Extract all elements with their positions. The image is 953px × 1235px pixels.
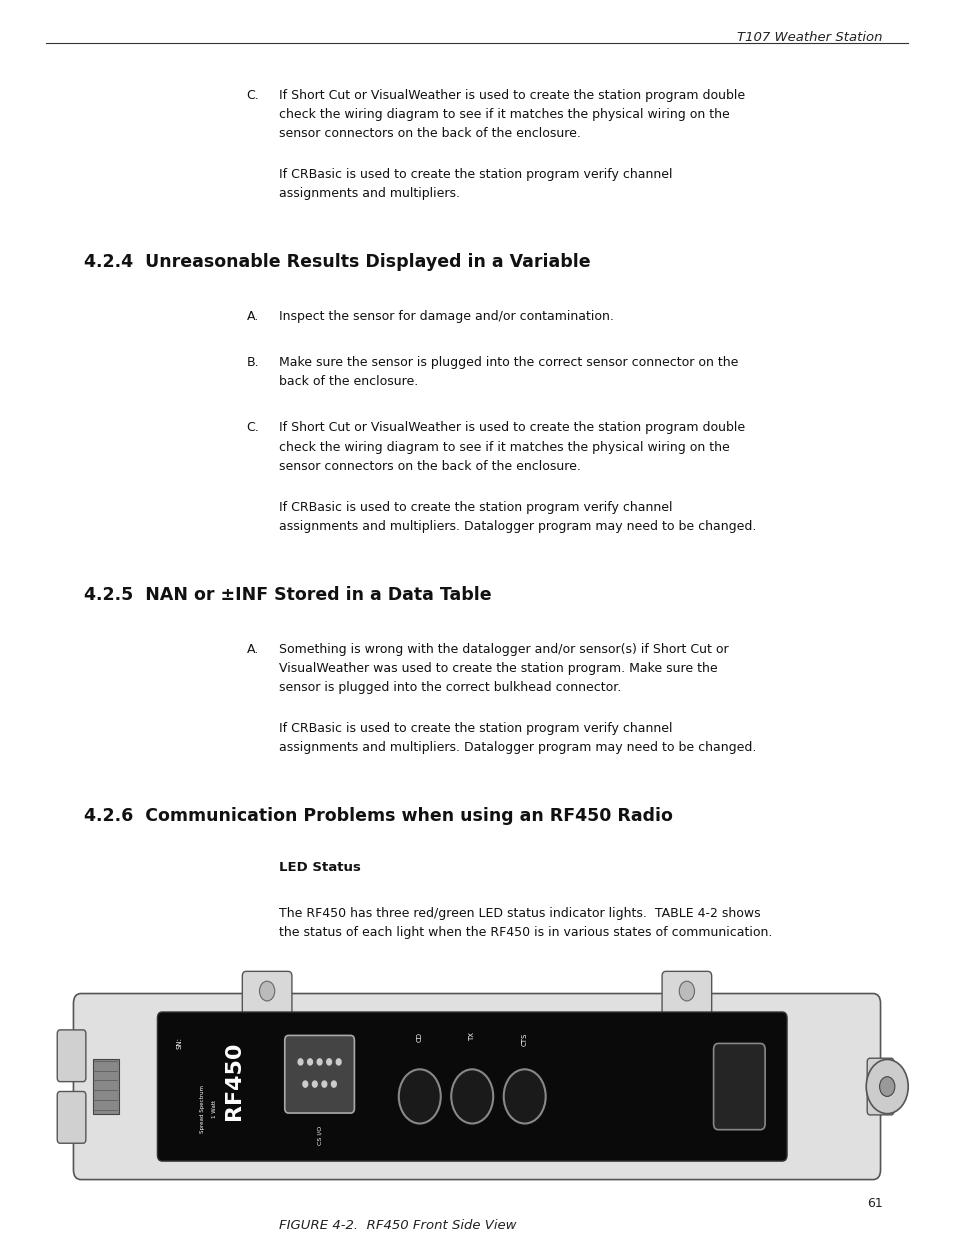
Bar (92, 1060, 119, 1114)
Text: check the wiring diagram to see if it matches the physical wiring on the: check the wiring diagram to see if it ma… (278, 441, 728, 453)
Text: assignments and multipliers. Datalogger program may need to be changed.: assignments and multipliers. Datalogger … (278, 520, 755, 534)
Text: sensor connectors on the back of the enclosure.: sensor connectors on the back of the enc… (278, 459, 579, 473)
FancyBboxPatch shape (73, 993, 880, 1179)
Text: RF450: RF450 (224, 1041, 243, 1120)
Circle shape (317, 1058, 322, 1065)
Circle shape (259, 982, 274, 1000)
Text: If CRBasic is used to create the station program verify channel: If CRBasic is used to create the station… (278, 501, 671, 514)
Text: 4.2.6  Communication Problems when using an RF450 Radio: 4.2.6 Communication Problems when using … (84, 808, 672, 825)
Text: If Short Cut or VisualWeather is used to create the station program double: If Short Cut or VisualWeather is used to… (278, 421, 744, 435)
Circle shape (503, 1070, 545, 1124)
Text: 1 Watt: 1 Watt (212, 1099, 217, 1118)
Text: LED Status: LED Status (278, 862, 360, 874)
Circle shape (865, 1060, 907, 1114)
Circle shape (313, 1081, 317, 1087)
Circle shape (332, 1081, 336, 1087)
Text: If Short Cut or VisualWeather is used to create the station program double: If Short Cut or VisualWeather is used to… (278, 89, 744, 101)
Text: C.: C. (247, 89, 259, 101)
Circle shape (336, 1058, 341, 1065)
Circle shape (303, 1081, 308, 1087)
Text: check the wiring diagram to see if it matches the physical wiring on the: check the wiring diagram to see if it ma… (278, 107, 728, 121)
Circle shape (322, 1081, 326, 1087)
Text: If CRBasic is used to create the station program verify channel: If CRBasic is used to create the station… (278, 168, 671, 182)
Text: Make sure the sensor is plugged into the correct sensor connector on the: Make sure the sensor is plugged into the… (278, 356, 738, 369)
Circle shape (398, 1070, 440, 1124)
Text: assignments and multipliers.: assignments and multipliers. (278, 188, 459, 200)
Text: A.: A. (247, 310, 259, 322)
Text: assignments and multipliers. Datalogger program may need to be changed.: assignments and multipliers. Datalogger … (278, 741, 755, 755)
Text: SN:: SN: (176, 1037, 182, 1050)
Text: 4.2.5  NAN or ±INF Stored in a Data Table: 4.2.5 NAN or ±INF Stored in a Data Table (84, 585, 491, 604)
FancyBboxPatch shape (57, 1030, 86, 1082)
Text: sensor connectors on the back of the enclosure.: sensor connectors on the back of the enc… (278, 127, 579, 140)
Text: CS I/O: CS I/O (316, 1126, 322, 1145)
FancyBboxPatch shape (866, 1058, 893, 1115)
Text: FIGURE 4-2.  RF450 Front Side View: FIGURE 4-2. RF450 Front Side View (278, 1219, 516, 1233)
Text: T107 Weather Station: T107 Weather Station (736, 31, 882, 43)
Text: Inspect the sensor for damage and/or contamination.: Inspect the sensor for damage and/or con… (278, 310, 613, 322)
FancyBboxPatch shape (713, 1044, 764, 1130)
Text: 4.2.4  Unreasonable Results Displayed in a Variable: 4.2.4 Unreasonable Results Displayed in … (84, 253, 590, 272)
Circle shape (307, 1058, 313, 1065)
Text: back of the enclosure.: back of the enclosure. (278, 375, 417, 388)
Text: Something is wrong with the datalogger and/or sensor(s) if Short Cut or: Something is wrong with the datalogger a… (278, 642, 727, 656)
FancyBboxPatch shape (57, 1092, 86, 1144)
FancyBboxPatch shape (285, 1035, 355, 1113)
Circle shape (297, 1058, 303, 1065)
Text: TX: TX (469, 1032, 475, 1041)
Circle shape (327, 1058, 332, 1065)
FancyBboxPatch shape (661, 972, 711, 1015)
Text: If CRBasic is used to create the station program verify channel: If CRBasic is used to create the station… (278, 722, 671, 735)
Text: the status of each light when the RF450 is in various states of communication.: the status of each light when the RF450 … (278, 926, 771, 939)
Circle shape (879, 1077, 894, 1097)
Text: CD: CD (416, 1032, 422, 1042)
Text: The RF450 has three red/green LED status indicator lights.  TABLE 4-2 shows: The RF450 has three red/green LED status… (278, 906, 760, 920)
Text: A.: A. (247, 642, 259, 656)
Circle shape (679, 982, 694, 1000)
Text: VisualWeather was used to create the station program. Make sure the: VisualWeather was used to create the sta… (278, 662, 717, 674)
Text: C.: C. (247, 421, 259, 435)
Text: CTS: CTS (521, 1032, 527, 1046)
FancyBboxPatch shape (157, 1011, 786, 1161)
Text: 61: 61 (865, 1197, 882, 1210)
FancyBboxPatch shape (242, 972, 292, 1015)
Text: sensor is plugged into the correct bulkhead connector.: sensor is plugged into the correct bulkh… (278, 680, 620, 694)
Circle shape (451, 1070, 493, 1124)
Text: B.: B. (247, 356, 259, 369)
Text: Spread Spectrum: Spread Spectrum (199, 1084, 205, 1132)
